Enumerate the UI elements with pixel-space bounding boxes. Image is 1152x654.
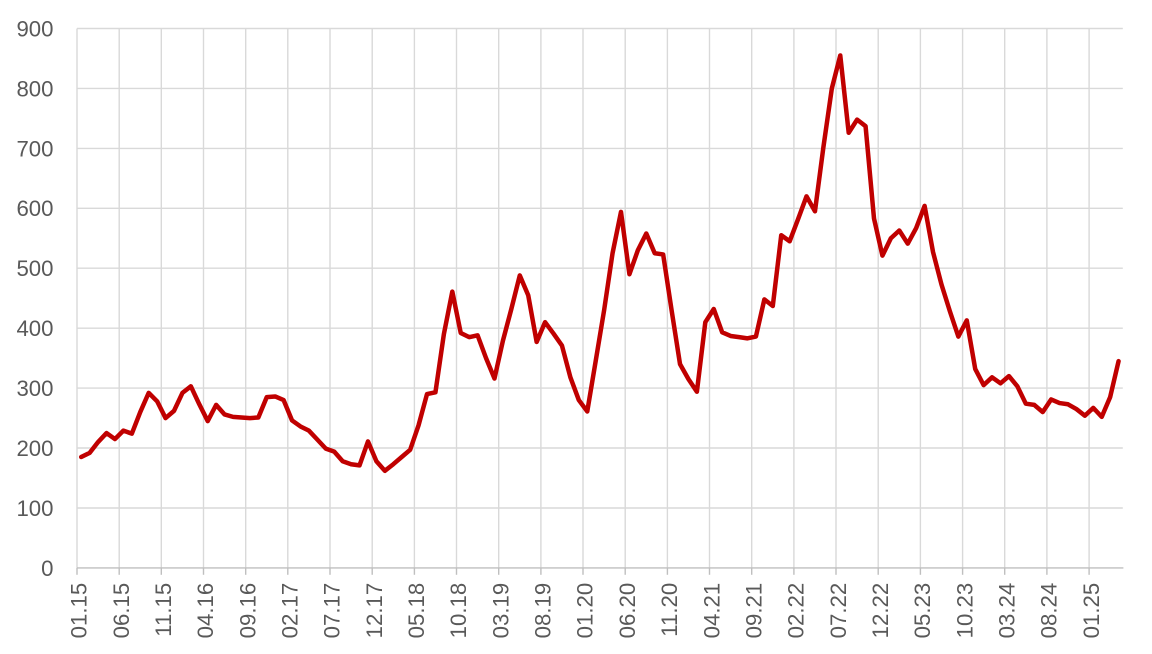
svg-text:01.15: 01.15	[67, 583, 92, 639]
svg-text:02.22: 02.22	[784, 583, 809, 639]
svg-text:07.22: 07.22	[826, 583, 851, 639]
svg-text:07.17: 07.17	[320, 583, 345, 639]
svg-text:06.20: 06.20	[615, 583, 640, 639]
svg-text:01.20: 01.20	[573, 583, 598, 639]
svg-text:06.15: 06.15	[109, 583, 134, 639]
svg-text:05.23: 05.23	[910, 583, 935, 639]
svg-text:200: 200	[16, 436, 53, 461]
svg-text:01.25: 01.25	[1079, 583, 1104, 639]
svg-text:04.16: 04.16	[193, 583, 218, 639]
svg-text:600: 600	[16, 196, 53, 221]
svg-text:800: 800	[16, 76, 53, 101]
svg-text:12.22: 12.22	[868, 583, 893, 639]
svg-text:10.23: 10.23	[952, 583, 977, 639]
svg-text:500: 500	[16, 256, 53, 281]
svg-text:0: 0	[41, 556, 53, 581]
svg-text:11.15: 11.15	[151, 583, 176, 637]
svg-text:04.21: 04.21	[699, 583, 724, 639]
svg-text:08.24: 08.24	[1037, 583, 1062, 639]
svg-text:03.19: 03.19	[488, 583, 513, 639]
svg-text:09.21: 09.21	[741, 583, 766, 639]
svg-text:11.20: 11.20	[657, 583, 682, 637]
svg-text:400: 400	[16, 316, 53, 341]
svg-text:100: 100	[16, 496, 53, 521]
svg-text:02.17: 02.17	[278, 583, 303, 639]
svg-text:700: 700	[16, 136, 53, 161]
svg-text:10.18: 10.18	[446, 583, 471, 639]
svg-text:12.17: 12.17	[362, 583, 387, 639]
svg-text:05.18: 05.18	[404, 583, 429, 639]
svg-text:03.24: 03.24	[994, 583, 1019, 639]
svg-text:300: 300	[16, 376, 53, 401]
svg-text:08.19: 08.19	[531, 583, 556, 639]
svg-text:900: 900	[16, 16, 53, 41]
svg-text:09.16: 09.16	[235, 583, 260, 639]
